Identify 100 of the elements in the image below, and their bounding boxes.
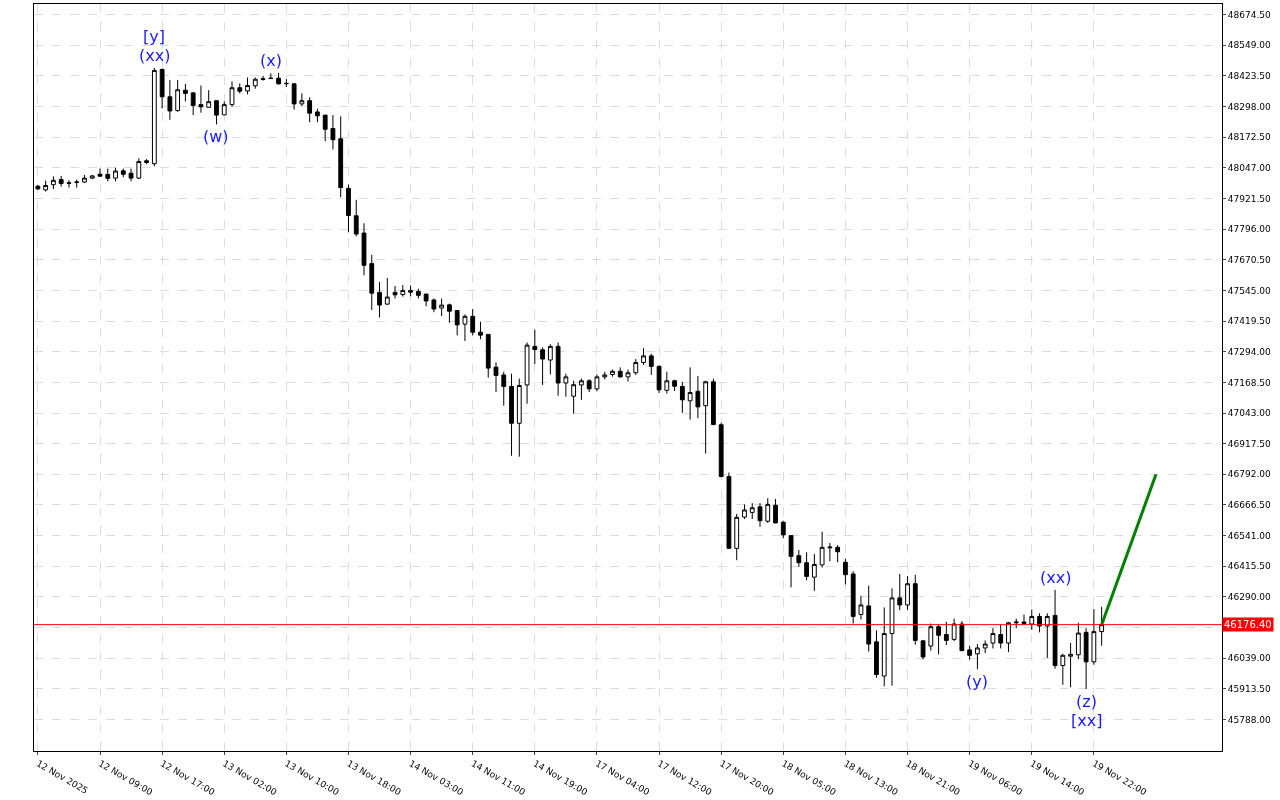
ref-line-label: 46176.40 xyxy=(1224,619,1272,630)
candlestick xyxy=(408,285,413,297)
candlestick xyxy=(369,254,375,311)
candlestick xyxy=(183,83,188,102)
candlestick xyxy=(679,381,685,414)
candlestick xyxy=(532,329,538,365)
candlestick xyxy=(338,115,344,198)
annotation: (z) xyxy=(1076,692,1097,711)
candlestick xyxy=(214,100,219,125)
y-tick-label: 46541.00 xyxy=(1227,530,1272,541)
candlestick xyxy=(734,513,740,561)
y-tick-label: 47670.50 xyxy=(1227,254,1272,265)
candlestick xyxy=(749,502,755,520)
annotation: (xx) xyxy=(139,46,171,65)
y-tick-label: 46290.00 xyxy=(1227,592,1272,603)
candlestick xyxy=(485,333,491,379)
candlestick xyxy=(353,199,359,237)
candlestick xyxy=(82,174,87,183)
candlestick xyxy=(478,321,483,340)
candlestick xyxy=(462,313,468,342)
candlestick xyxy=(454,309,460,336)
candlestick xyxy=(1029,609,1035,631)
y-tick-label: 48549.00 xyxy=(1227,40,1272,51)
annotation: (x) xyxy=(260,51,282,70)
candlestick xyxy=(423,293,429,307)
candlestick xyxy=(602,371,608,380)
y-tick-label: 48674.50 xyxy=(1227,9,1272,20)
candlestick xyxy=(586,378,592,393)
candlestick xyxy=(291,82,297,110)
candlestick xyxy=(555,341,561,397)
candlestick xyxy=(998,624,1004,649)
candlestick xyxy=(703,380,709,455)
candlestick xyxy=(167,79,173,121)
candlestick xyxy=(804,551,809,581)
candlestick xyxy=(307,96,313,123)
candlestick xyxy=(384,277,390,306)
candlestick xyxy=(1013,618,1019,629)
candlestick xyxy=(788,535,794,588)
candlestick xyxy=(711,378,716,426)
candlestick xyxy=(501,371,507,407)
candlestick xyxy=(1044,612,1050,659)
candlestick xyxy=(260,75,266,82)
candlestick xyxy=(610,369,615,378)
y-tick-label: 47043.00 xyxy=(1227,408,1272,419)
candlestick xyxy=(905,575,910,611)
candlestick xyxy=(912,574,918,646)
candlestick xyxy=(594,373,600,392)
y-tick-label: 45913.50 xyxy=(1227,684,1272,694)
candlestick xyxy=(990,627,996,649)
candlestick xyxy=(664,371,670,394)
candlestick xyxy=(563,373,569,398)
candlestick xyxy=(726,472,732,550)
candlestick xyxy=(672,379,677,392)
y-tick-label: 46792.00 xyxy=(1227,469,1272,480)
candlestick xyxy=(928,623,934,652)
candlestick xyxy=(1006,621,1011,653)
candlestick xyxy=(128,168,134,182)
candlestick xyxy=(850,570,856,625)
annotation: (xx) xyxy=(1040,568,1072,587)
candlestick xyxy=(656,364,662,394)
candlestick xyxy=(43,180,49,193)
candlestick xyxy=(268,72,274,80)
candlestick xyxy=(796,549,802,568)
candlestick xyxy=(439,298,445,317)
candlestick xyxy=(897,573,903,611)
candlestick xyxy=(540,346,545,386)
y-tick-label: 46666.50 xyxy=(1227,500,1272,511)
candlestick xyxy=(283,78,289,88)
y-tick-label: 47294.00 xyxy=(1227,346,1272,357)
y-tick-label: 48298.00 xyxy=(1227,101,1272,112)
candlestick xyxy=(967,645,973,661)
y-tick-label: 46917.50 xyxy=(1227,438,1272,449)
candlestick xyxy=(648,353,654,376)
candlestick xyxy=(718,422,724,478)
candlestick xyxy=(687,366,693,421)
candlestick xyxy=(641,347,646,366)
candlestick xyxy=(843,558,848,585)
candlestick xyxy=(1083,627,1089,690)
candlestick xyxy=(322,114,328,142)
candlestick xyxy=(159,67,165,110)
candlestick xyxy=(198,85,204,114)
candlestick xyxy=(97,168,103,178)
candlestick xyxy=(757,502,763,528)
y-tick-label: 48172.50 xyxy=(1227,132,1272,143)
candlestick xyxy=(819,531,825,569)
candlestick xyxy=(889,587,895,687)
candlestick xyxy=(811,553,817,592)
candlestick xyxy=(524,341,530,405)
candlestick xyxy=(237,82,243,94)
candlestick xyxy=(982,639,988,654)
y-tick-label: 47168.50 xyxy=(1227,377,1272,388)
candlestick xyxy=(299,92,305,107)
annotation: (y) xyxy=(966,672,988,691)
candlestick xyxy=(400,284,406,298)
candlestick xyxy=(1075,622,1081,660)
candlestick xyxy=(113,167,118,182)
candlestick xyxy=(516,378,522,458)
annotation: [y] xyxy=(143,27,165,46)
candlestick xyxy=(470,308,476,336)
y-tick-label: 48423.50 xyxy=(1227,71,1272,82)
